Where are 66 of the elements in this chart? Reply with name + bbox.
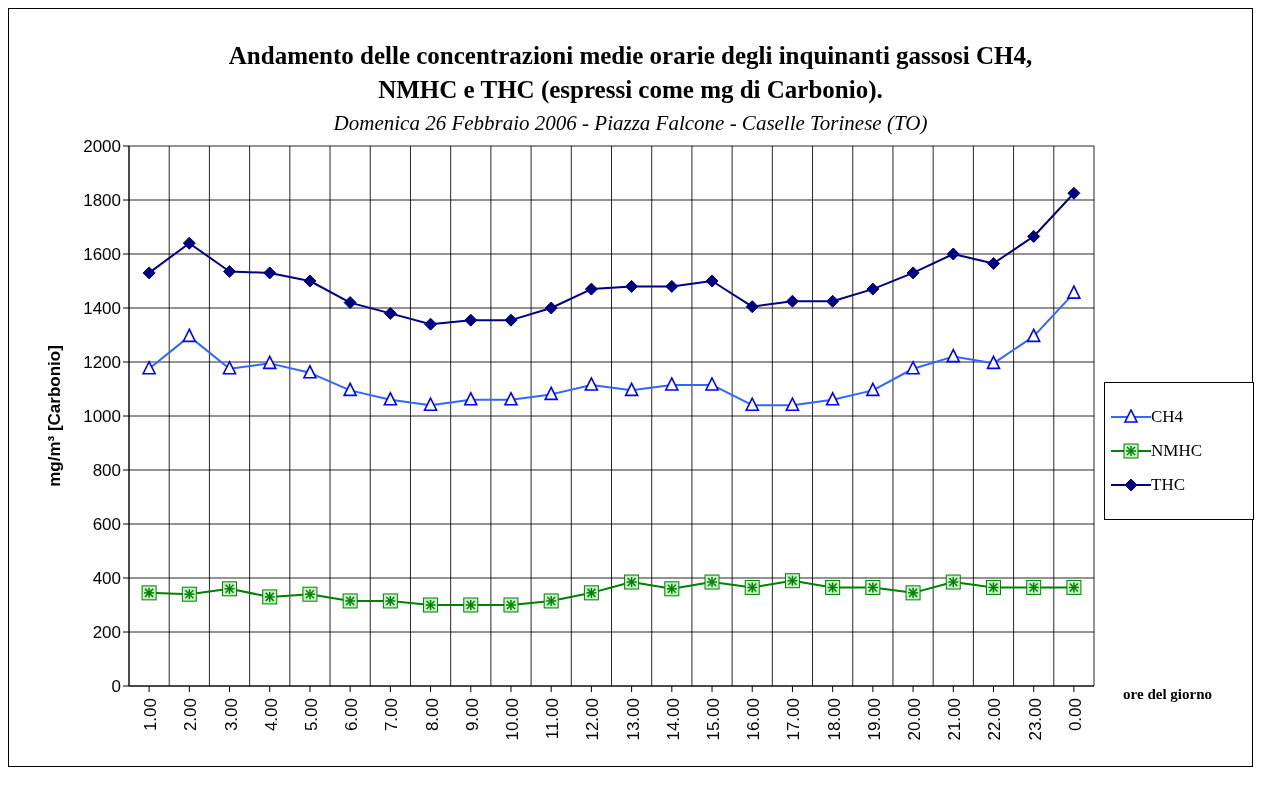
point: [1027, 229, 1041, 243]
x-tick-label: 8.00: [422, 698, 442, 732]
x-tick-label: 17.00: [784, 698, 804, 741]
x-tick-label: 12.00: [583, 698, 603, 741]
point: [665, 279, 679, 293]
point: [544, 301, 558, 315]
x-tick-label: 13.00: [623, 698, 643, 741]
legend-label: NMHC: [1151, 441, 1203, 461]
point: [906, 266, 920, 280]
point: [785, 294, 799, 308]
x-tick-label: 11.00: [543, 698, 563, 740]
x-tick-label: 21.00: [945, 698, 965, 741]
y-axis-title: mg/m³ [Carbonio]: [45, 345, 65, 487]
point: [705, 274, 719, 288]
x-tick-label: 15.00: [704, 698, 724, 741]
point: [1067, 186, 1081, 200]
y-tick-label: 1800: [83, 191, 121, 211]
x-tick-label: 14.00: [663, 698, 683, 741]
x-tick-label: 18.00: [824, 698, 844, 741]
x-tick-label: 7.00: [382, 698, 402, 732]
chart-subtitle: Domenica 26 Febbraio 2006 - Piazza Falcone - Caselle Torinese (TO): [332, 111, 929, 136]
y-tick-label: 1200: [83, 353, 121, 373]
point: [826, 294, 840, 308]
point: [223, 265, 237, 279]
point: [142, 266, 156, 280]
legend-label: CH4: [1151, 407, 1184, 427]
x-tick-label: 23.00: [1025, 698, 1045, 741]
x-tick-label: 19.00: [864, 698, 884, 741]
point: [584, 282, 598, 296]
x-tick-label: 0.00: [1065, 698, 1085, 732]
point: [946, 247, 960, 261]
y-tick-label: 600: [92, 515, 121, 535]
x-tick-label: 3.00: [221, 698, 241, 732]
legend-label: THC: [1151, 475, 1185, 495]
point: [263, 266, 277, 280]
x-tick-label: 4.00: [261, 698, 281, 732]
x-axis-title: ore del giorno: [1123, 685, 1212, 702]
x-tick-label: 16.00: [744, 698, 764, 741]
point: [745, 300, 759, 314]
x-tick-label: 6.00: [342, 698, 362, 732]
point: [464, 313, 478, 327]
chart-title: Andamento delle concentrazioni medie orarie degli inquinanti gassosi CH4, NMHC e THC (espressi come mg di Carbonio).: [227, 41, 1034, 106]
x-tick-label: 2.00: [181, 698, 201, 732]
y-tick-label: 1000: [83, 407, 121, 427]
x-tick-label: 22.00: [985, 698, 1005, 741]
x-tick-label: 1.00: [141, 698, 161, 732]
point: [303, 274, 317, 288]
point: [625, 279, 639, 293]
y-tick-label: 1600: [83, 245, 121, 265]
point: [182, 236, 196, 250]
y-tick-label: 2000: [83, 137, 121, 157]
point: [986, 256, 1000, 270]
y-tick-label: 800: [92, 461, 121, 481]
x-tick-label: 10.00: [502, 698, 522, 741]
point: [424, 317, 438, 331]
point: [504, 313, 518, 327]
y-tick-label: 200: [92, 623, 121, 643]
x-tick-label: 9.00: [462, 698, 482, 732]
x-tick-label: 20.00: [905, 698, 925, 741]
x-tick-label: 5.00: [301, 698, 321, 732]
y-tick-label: 1400: [83, 299, 121, 319]
point: [866, 282, 880, 296]
y-tick-label: 0: [111, 677, 121, 697]
point: [343, 296, 357, 310]
point: [383, 306, 397, 320]
y-tick-label: 400: [92, 569, 121, 589]
